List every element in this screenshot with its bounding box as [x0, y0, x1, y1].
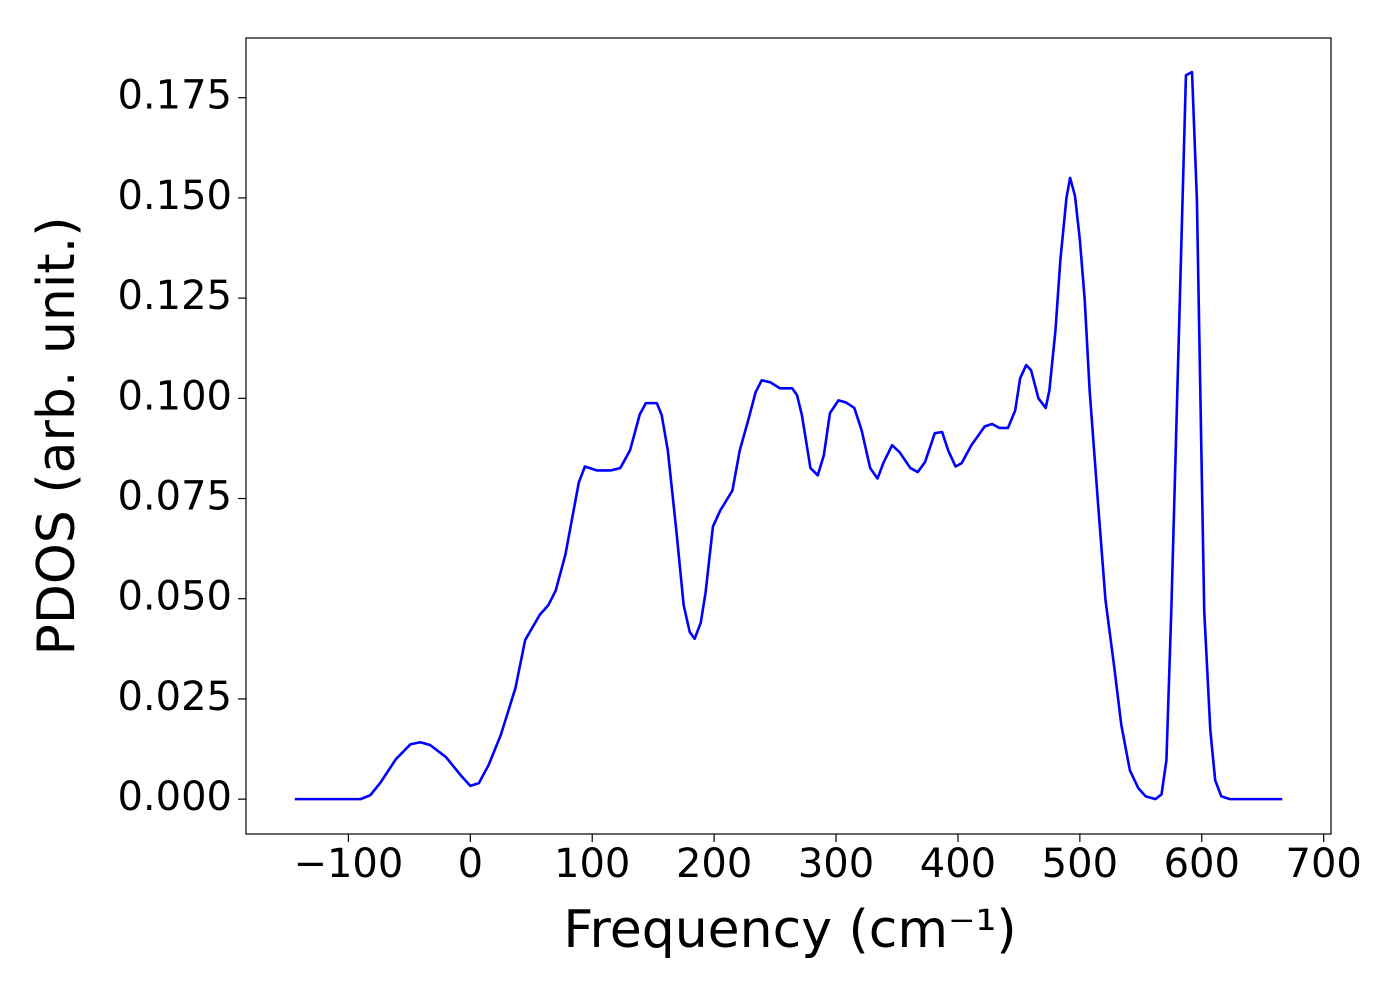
y-tick-label: 0.150 [117, 173, 232, 219]
y-axis-label: PDOS (arb. unit.) [27, 216, 87, 655]
y-tick-label: 0.050 [117, 574, 232, 620]
x-tick-label: 500 [1042, 841, 1118, 887]
x-tick-label: 600 [1164, 841, 1240, 887]
y-tick-label: 0.000 [117, 774, 232, 820]
x-tick-label: 400 [920, 841, 996, 887]
x-tick-label: 200 [676, 841, 752, 887]
y-tick-label: 0.075 [117, 474, 232, 520]
y-tick-label: 0.100 [117, 373, 232, 419]
y-tick-label: 0.025 [117, 674, 232, 720]
x-tick-label: 700 [1286, 841, 1362, 887]
plot-frame [245, 37, 1332, 835]
data-line [294, 70, 1283, 801]
x-tick-label: 0 [458, 841, 483, 887]
x-tick-label: 100 [554, 841, 630, 887]
y-tick-label: 0.175 [117, 73, 232, 119]
y-tick-label: 0.125 [117, 273, 232, 319]
x-axis-label: Frequency (cm⁻¹) [563, 900, 1016, 960]
x-tick-label: 300 [798, 841, 874, 887]
x-tick-label: −100 [293, 841, 403, 887]
